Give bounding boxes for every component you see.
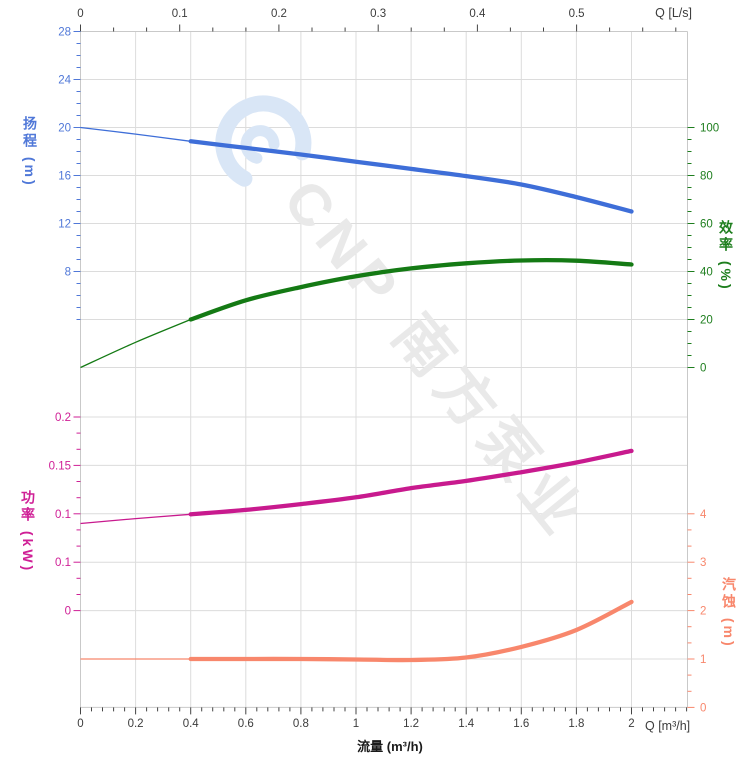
- power-axis-title: 功率 (kW): [20, 490, 36, 574]
- tick-label: 0.4: [469, 8, 486, 20]
- head-axis-title: 扬程 (m): [22, 116, 38, 188]
- tick-label: 20: [700, 315, 713, 327]
- efficiency-axis-title: 效率 (%): [718, 220, 734, 292]
- tick-label: 8: [65, 267, 71, 279]
- tick-label: 0.1: [55, 509, 71, 521]
- tick-label: 80: [700, 171, 713, 183]
- tick-label: 3: [700, 557, 706, 569]
- tick-label: 0: [700, 363, 706, 375]
- power-curve-thin: [80, 513, 191, 525]
- tick-label: 1.6: [513, 718, 529, 730]
- tick-label: 0.2: [128, 718, 144, 730]
- tick-label: 60: [700, 219, 713, 231]
- curves: [80, 126, 634, 663]
- efficiency-curve: [188, 258, 634, 322]
- tick-label: 2: [700, 606, 706, 618]
- tick-label: 1.2: [403, 718, 419, 730]
- watermark-text: CNP 南方泵业: [271, 168, 599, 552]
- tick-label: 0.4: [183, 718, 200, 730]
- tick-label: 0.15: [49, 460, 71, 472]
- tick-label: 0: [77, 8, 83, 20]
- tick-label: 1: [353, 718, 359, 730]
- tick-label: 0.6: [238, 718, 254, 730]
- head-curve-thin: [80, 126, 191, 142]
- tick-label: 1: [700, 654, 706, 666]
- tick-label: 2: [628, 718, 634, 730]
- power-curve: [188, 448, 634, 517]
- flow-axis-title: 流量 (m³/h): [357, 739, 423, 754]
- efficiency-curve-thin: [80, 318, 191, 369]
- cnp-swirl-logo: [215, 95, 312, 187]
- tick-label: 28: [58, 27, 71, 39]
- tick-label: 0.2: [55, 412, 71, 424]
- tick-label: 0.5: [569, 8, 585, 20]
- tick-label: 0.1: [172, 8, 188, 20]
- tick-label: 40: [700, 267, 713, 279]
- top-axis-unit-label: Q [L/s]: [655, 6, 692, 20]
- axis-ticks: 0 0.1 0.2 0.3 0.4 0.5 0 0.2 0.4 0.6 0.8 1 1.2 1.4 1.6 1…: [49, 8, 720, 730]
- tick-label: 100: [700, 123, 719, 135]
- tick-label: 0: [65, 606, 71, 618]
- gridlines: [80, 31, 688, 708]
- watermark: CNP 南方泵业: [215, 95, 599, 552]
- bottom-axis-unit-label: Q [m³/h]: [645, 719, 691, 733]
- tick-label: 12: [58, 219, 71, 231]
- tick-label: 0: [700, 702, 706, 714]
- tick-label: 0.2: [271, 8, 287, 20]
- tick-label: 16: [58, 171, 71, 183]
- tick-label: 0.8: [293, 718, 309, 730]
- tick-label: 0: [77, 718, 83, 730]
- npsh-curve: [188, 599, 634, 663]
- tick-label: 20: [58, 123, 71, 135]
- tick-label: 4: [700, 509, 707, 521]
- head-curve: [188, 139, 634, 214]
- tick-label: 0.3: [370, 8, 386, 20]
- plot-border: [80, 31, 688, 708]
- tick-label: 1.4: [458, 718, 475, 730]
- tick-label: 1.8: [568, 718, 584, 730]
- npsh-axis-title: 汽蚀 (m): [721, 577, 737, 649]
- tick-label: 24: [58, 75, 71, 87]
- tick-label: 0.1: [55, 557, 71, 569]
